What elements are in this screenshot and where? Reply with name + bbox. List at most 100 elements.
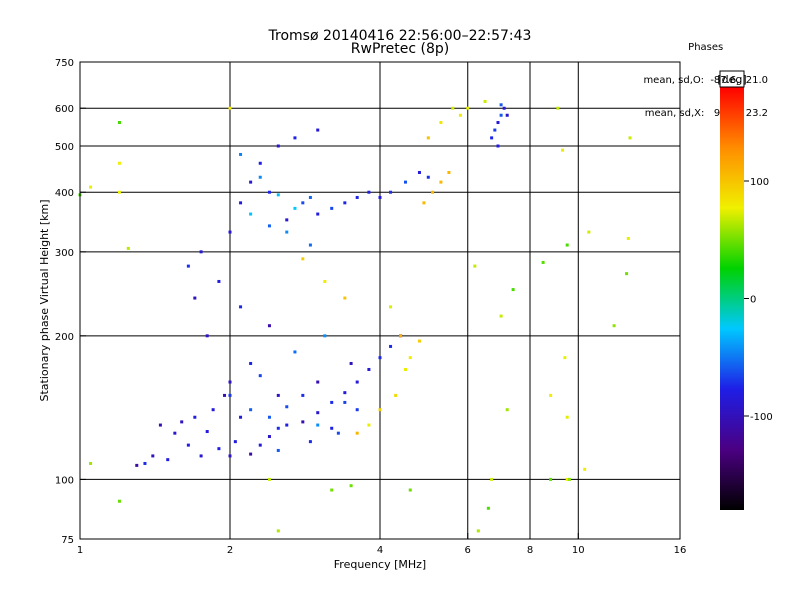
data-point bbox=[267, 415, 271, 419]
data-point bbox=[126, 246, 130, 250]
data-point bbox=[285, 423, 289, 427]
data-point bbox=[249, 180, 253, 184]
data-point bbox=[258, 161, 262, 165]
chart-title: Tromsø 20140416 22:56:00–22:57:43 bbox=[268, 28, 532, 44]
data-point bbox=[343, 391, 347, 395]
data-point bbox=[408, 356, 412, 360]
data-point bbox=[403, 367, 407, 371]
data-point bbox=[502, 106, 506, 110]
data-point bbox=[301, 257, 305, 261]
data-point bbox=[476, 529, 480, 533]
x-tick-label: 6 bbox=[465, 545, 471, 556]
data-point bbox=[276, 529, 280, 533]
x-tick-label: 2 bbox=[227, 545, 233, 556]
data-point bbox=[473, 264, 477, 268]
x-tick-label: 8 bbox=[527, 545, 533, 556]
y-tick-label: 500 bbox=[55, 142, 74, 153]
data-point bbox=[239, 305, 243, 309]
data-point bbox=[422, 201, 426, 205]
data-point bbox=[587, 230, 591, 234]
x-tick-label: 16 bbox=[674, 545, 687, 556]
data-point bbox=[267, 477, 271, 481]
data-point bbox=[223, 393, 227, 397]
data-point bbox=[355, 431, 359, 435]
data-point bbox=[612, 324, 616, 328]
data-point bbox=[499, 113, 503, 117]
x-tick-label: 1 bbox=[77, 545, 83, 556]
data-point bbox=[217, 447, 221, 451]
data-point bbox=[186, 264, 190, 268]
y-axis-label: Stationary phase Virtual Height [km] bbox=[38, 199, 51, 401]
data-point bbox=[349, 361, 353, 365]
data-point bbox=[466, 106, 470, 110]
data-point bbox=[193, 415, 197, 419]
data-point bbox=[399, 334, 403, 338]
x-axis-ticks: 1 2 4 6 8 10 16 bbox=[77, 533, 687, 556]
data-point bbox=[166, 458, 170, 462]
data-point bbox=[330, 206, 334, 210]
data-point bbox=[258, 374, 262, 378]
scatter-points bbox=[78, 99, 632, 533]
data-point bbox=[117, 499, 121, 503]
data-point bbox=[389, 190, 393, 194]
data-point bbox=[561, 148, 565, 152]
y-tick-label: 600 bbox=[55, 104, 74, 115]
data-point bbox=[89, 185, 93, 189]
data-point bbox=[301, 420, 305, 424]
grid-lines bbox=[80, 62, 680, 539]
data-point bbox=[565, 243, 569, 247]
data-point bbox=[367, 423, 371, 427]
data-point bbox=[439, 121, 443, 125]
colorbar-gradient bbox=[720, 87, 744, 510]
data-point bbox=[276, 426, 280, 430]
data-point bbox=[499, 314, 503, 318]
data-point bbox=[316, 212, 320, 216]
data-point bbox=[228, 230, 232, 234]
data-point bbox=[426, 136, 430, 140]
data-point bbox=[403, 180, 407, 184]
data-point bbox=[439, 180, 443, 184]
data-point bbox=[293, 350, 297, 354]
y-tick-label: 750 bbox=[55, 58, 74, 69]
data-point bbox=[258, 443, 262, 447]
data-point bbox=[151, 454, 155, 458]
data-point bbox=[505, 113, 509, 117]
x-tick-label: 10 bbox=[572, 545, 585, 556]
data-point bbox=[389, 344, 393, 348]
data-point bbox=[378, 408, 382, 412]
data-point bbox=[276, 393, 280, 397]
data-point bbox=[316, 423, 320, 427]
data-point bbox=[308, 243, 312, 247]
data-point bbox=[330, 488, 334, 492]
data-point bbox=[499, 103, 503, 107]
data-point bbox=[389, 305, 393, 309]
data-point bbox=[556, 106, 560, 110]
data-point bbox=[316, 411, 320, 415]
data-point bbox=[173, 431, 177, 435]
data-point bbox=[308, 440, 312, 444]
data-point bbox=[267, 190, 271, 194]
data-point bbox=[249, 212, 253, 216]
colorbar-tick-label: 100 bbox=[750, 177, 769, 188]
data-point bbox=[228, 393, 232, 397]
data-point bbox=[490, 477, 494, 481]
data-point bbox=[239, 152, 243, 156]
data-point bbox=[541, 260, 545, 264]
data-point bbox=[496, 121, 500, 125]
data-point bbox=[496, 144, 500, 148]
data-point bbox=[293, 206, 297, 210]
data-point bbox=[626, 236, 630, 240]
data-point bbox=[199, 250, 203, 254]
data-point bbox=[549, 477, 553, 481]
data-point bbox=[343, 400, 347, 404]
data-point bbox=[205, 430, 209, 434]
data-point bbox=[158, 423, 162, 427]
data-point bbox=[394, 393, 398, 397]
data-point bbox=[330, 400, 334, 404]
data-point bbox=[276, 144, 280, 148]
data-point bbox=[349, 484, 353, 488]
phases-title: Phases bbox=[688, 42, 724, 53]
data-point bbox=[330, 426, 334, 430]
data-point bbox=[628, 136, 632, 140]
